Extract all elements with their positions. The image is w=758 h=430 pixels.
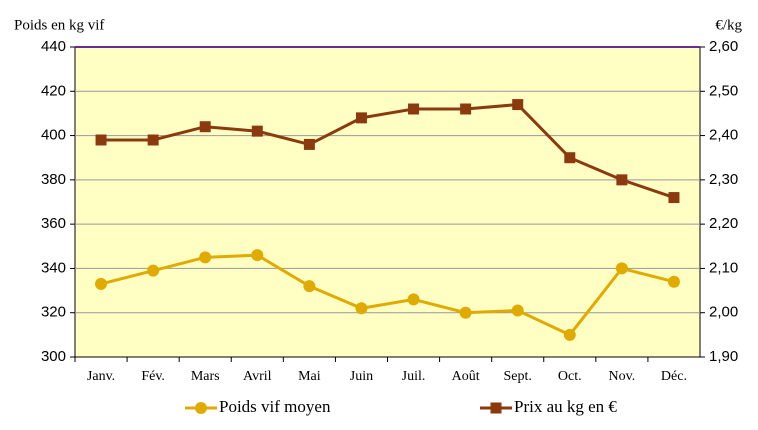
point	[355, 112, 367, 124]
point	[303, 138, 315, 150]
x-tick-label: Avril	[243, 369, 272, 384]
x-tick-label: Déc.	[661, 369, 687, 384]
point	[668, 192, 680, 204]
point	[147, 134, 159, 146]
y-tick-label: 420	[41, 82, 66, 99]
point	[460, 103, 472, 115]
point	[199, 121, 211, 133]
y-tick-label: 360	[41, 215, 66, 232]
point	[408, 103, 420, 115]
point	[512, 99, 524, 111]
y-tick-label: 320	[41, 304, 66, 321]
point	[459, 306, 472, 319]
series-line	[100, 253, 675, 337]
x-tick-label: Oct.	[558, 369, 582, 384]
x-tick-label: Juil.	[402, 369, 426, 384]
y2-tick-label: 2,60	[709, 38, 738, 55]
y-tick-label: 400	[41, 127, 66, 144]
legend-label: Poids vif moyen	[219, 397, 331, 416]
y2-tick-label: 2,00	[709, 304, 738, 321]
point	[251, 249, 264, 262]
y-axis-title: Poids en kg vif	[14, 17, 104, 33]
x-tick-label: Juin	[350, 369, 373, 384]
point	[616, 174, 628, 186]
point	[303, 280, 316, 293]
y-tick-label: 440	[41, 38, 66, 55]
plot-area	[74, 46, 701, 358]
point	[355, 302, 368, 315]
y-tick-label: 340	[41, 259, 66, 276]
y2-tick-label: 1,90	[709, 348, 738, 365]
point	[251, 125, 263, 137]
y2-tick-label: 2,10	[709, 259, 738, 276]
series-line	[101, 103, 675, 199]
x-tick-label: Nov.	[609, 369, 636, 384]
point	[407, 293, 420, 306]
x-tick-label: Mars	[191, 369, 220, 384]
point	[563, 328, 576, 341]
y2-tick-label: 2,20	[709, 215, 738, 232]
point	[95, 277, 108, 290]
point	[511, 304, 524, 317]
x-tick-label: Mai	[298, 369, 321, 384]
point	[667, 275, 680, 288]
y2-axis-title: €/kg	[715, 17, 742, 33]
legend-marker	[195, 402, 207, 414]
x-tick-label: Janv.	[87, 369, 115, 384]
legend-marker	[490, 402, 502, 414]
x-tick-label: Fév.	[141, 369, 165, 384]
x-tick-label: Sept.	[504, 369, 532, 384]
point	[564, 152, 576, 164]
x-tick-label: Août	[452, 369, 480, 384]
y2-tick-label: 2,40	[709, 127, 738, 144]
point	[95, 134, 107, 146]
point	[615, 262, 628, 275]
legend-label: Prix au kg en €	[514, 397, 617, 416]
y2-tick-label: 2,30	[709, 171, 738, 188]
y-tick-label: 300	[41, 348, 66, 365]
point	[147, 264, 160, 277]
point	[199, 251, 212, 264]
y-tick-label: 380	[41, 171, 66, 188]
y2-tick-label: 2,50	[709, 82, 738, 99]
